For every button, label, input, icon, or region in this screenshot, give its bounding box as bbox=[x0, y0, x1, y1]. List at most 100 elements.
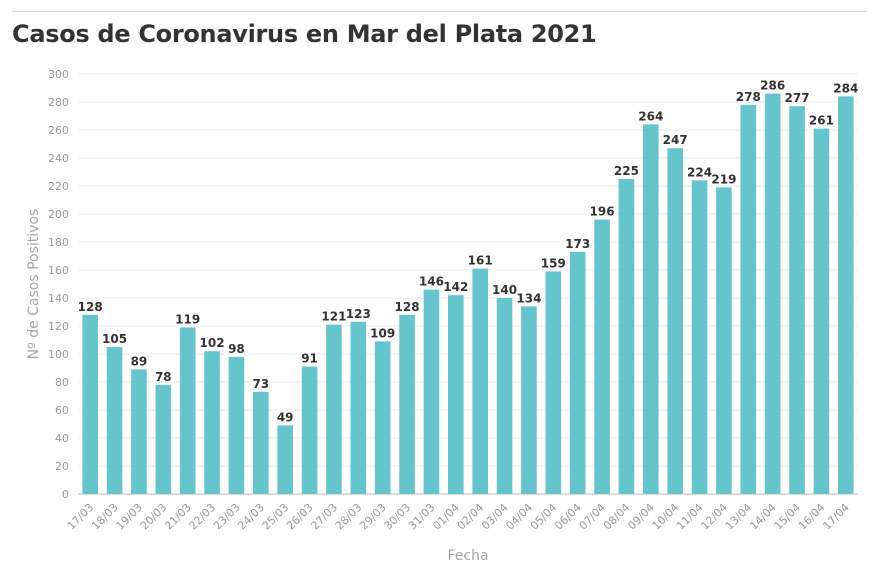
bar bbox=[594, 219, 610, 494]
x-tick-label: 14/04 bbox=[747, 501, 779, 533]
x-tick-label: 17/03 bbox=[65, 501, 97, 533]
x-tick-label: 23/03 bbox=[211, 501, 243, 533]
bar bbox=[423, 289, 440, 494]
bar bbox=[716, 187, 732, 494]
x-tick-label: 28/03 bbox=[333, 501, 365, 533]
bar bbox=[838, 96, 854, 495]
data-label: 219 bbox=[711, 172, 736, 186]
y-tick-label: 140 bbox=[48, 292, 69, 305]
data-label: 286 bbox=[760, 79, 785, 93]
bar bbox=[179, 327, 196, 494]
x-tick-label: 01/04 bbox=[430, 501, 462, 533]
y-tick-label: 220 bbox=[48, 180, 69, 193]
data-label: 102 bbox=[200, 336, 225, 350]
x-tick-label: 06/04 bbox=[552, 501, 584, 533]
bar bbox=[82, 314, 98, 494]
data-label: 105 bbox=[102, 332, 127, 346]
bar bbox=[521, 306, 537, 494]
bar bbox=[155, 384, 172, 494]
bar bbox=[253, 391, 269, 494]
x-tick-label: 13/04 bbox=[723, 501, 755, 533]
y-tick-label: 40 bbox=[55, 432, 69, 445]
y-tick-label: 260 bbox=[48, 124, 69, 137]
y-tick-label: 240 bbox=[48, 152, 69, 165]
data-label: 196 bbox=[590, 205, 615, 219]
bar bbox=[228, 356, 245, 494]
y-tick-label: 300 bbox=[48, 68, 69, 81]
bar bbox=[106, 347, 123, 494]
data-label: 161 bbox=[468, 254, 493, 268]
x-tick-label: 30/03 bbox=[382, 501, 414, 533]
data-label: 109 bbox=[370, 326, 395, 340]
x-tick-label: 12/04 bbox=[698, 501, 730, 533]
x-tick-label: 26/03 bbox=[284, 501, 316, 533]
data-label: 284 bbox=[833, 81, 858, 95]
x-tick-label: 25/03 bbox=[260, 501, 292, 533]
data-label: 142 bbox=[443, 280, 468, 294]
bar bbox=[764, 93, 781, 494]
bar bbox=[399, 314, 415, 494]
data-label: 78 bbox=[155, 370, 172, 384]
bar bbox=[496, 298, 513, 494]
data-label: 261 bbox=[809, 114, 834, 128]
data-label: 123 bbox=[346, 307, 371, 321]
bar bbox=[472, 268, 488, 494]
bar bbox=[569, 251, 586, 494]
data-label: 121 bbox=[321, 310, 346, 324]
x-tick-label: 10/04 bbox=[650, 501, 682, 533]
bar bbox=[301, 366, 318, 494]
y-tick-label: 180 bbox=[48, 236, 69, 249]
y-tick-label: 120 bbox=[48, 320, 69, 333]
bar bbox=[667, 148, 683, 494]
x-tick-label: 17/04 bbox=[820, 501, 852, 533]
bar bbox=[326, 324, 342, 494]
bar bbox=[277, 425, 293, 494]
data-label: 134 bbox=[516, 291, 541, 305]
data-label: 278 bbox=[736, 90, 761, 104]
y-tick-label: 280 bbox=[48, 96, 69, 109]
x-tick-label: 20/03 bbox=[138, 501, 170, 533]
bar bbox=[691, 180, 708, 494]
data-label: 224 bbox=[687, 165, 712, 179]
top-divider bbox=[12, 11, 867, 12]
bars bbox=[82, 93, 854, 495]
bar bbox=[618, 179, 635, 494]
x-tick-label: 22/03 bbox=[187, 501, 219, 533]
x-tick-label: 19/03 bbox=[113, 501, 145, 533]
data-label: 277 bbox=[785, 91, 810, 105]
bar bbox=[448, 295, 464, 494]
y-tick-label: 200 bbox=[48, 208, 69, 221]
data-label: 146 bbox=[419, 275, 444, 289]
x-tick-label: 08/04 bbox=[601, 501, 633, 533]
x-tick-label: 03/04 bbox=[479, 501, 511, 533]
x-tick-label: 24/03 bbox=[235, 501, 267, 533]
data-label: 73 bbox=[252, 377, 269, 391]
data-label: 119 bbox=[175, 312, 200, 326]
y-tick-label: 160 bbox=[48, 264, 69, 277]
x-tick-label: 29/03 bbox=[357, 501, 389, 533]
data-label: 140 bbox=[492, 283, 517, 297]
data-label: 89 bbox=[131, 354, 148, 368]
data-label: 49 bbox=[277, 410, 294, 424]
x-tick-label: 04/04 bbox=[503, 501, 535, 533]
x-tick-label: 05/04 bbox=[528, 501, 560, 533]
y-tick-label: 100 bbox=[48, 348, 69, 361]
data-label: 128 bbox=[395, 300, 420, 314]
x-tick-label: 02/04 bbox=[455, 501, 487, 533]
bar bbox=[545, 271, 562, 494]
x-tick-label: 11/04 bbox=[674, 501, 706, 533]
bar bbox=[813, 128, 830, 494]
y-tick-label: 60 bbox=[55, 404, 69, 417]
bar bbox=[131, 369, 147, 494]
x-tick-label: 07/04 bbox=[577, 501, 609, 533]
data-label: 159 bbox=[541, 256, 566, 270]
data-label: 173 bbox=[565, 237, 590, 251]
x-tick-label: 16/04 bbox=[796, 501, 828, 533]
bar bbox=[204, 351, 220, 494]
bar bbox=[643, 124, 659, 495]
y-tick-label: 80 bbox=[55, 376, 69, 389]
bar bbox=[740, 104, 757, 495]
y-axis-title: Nº de Casos Positivos bbox=[26, 209, 42, 360]
